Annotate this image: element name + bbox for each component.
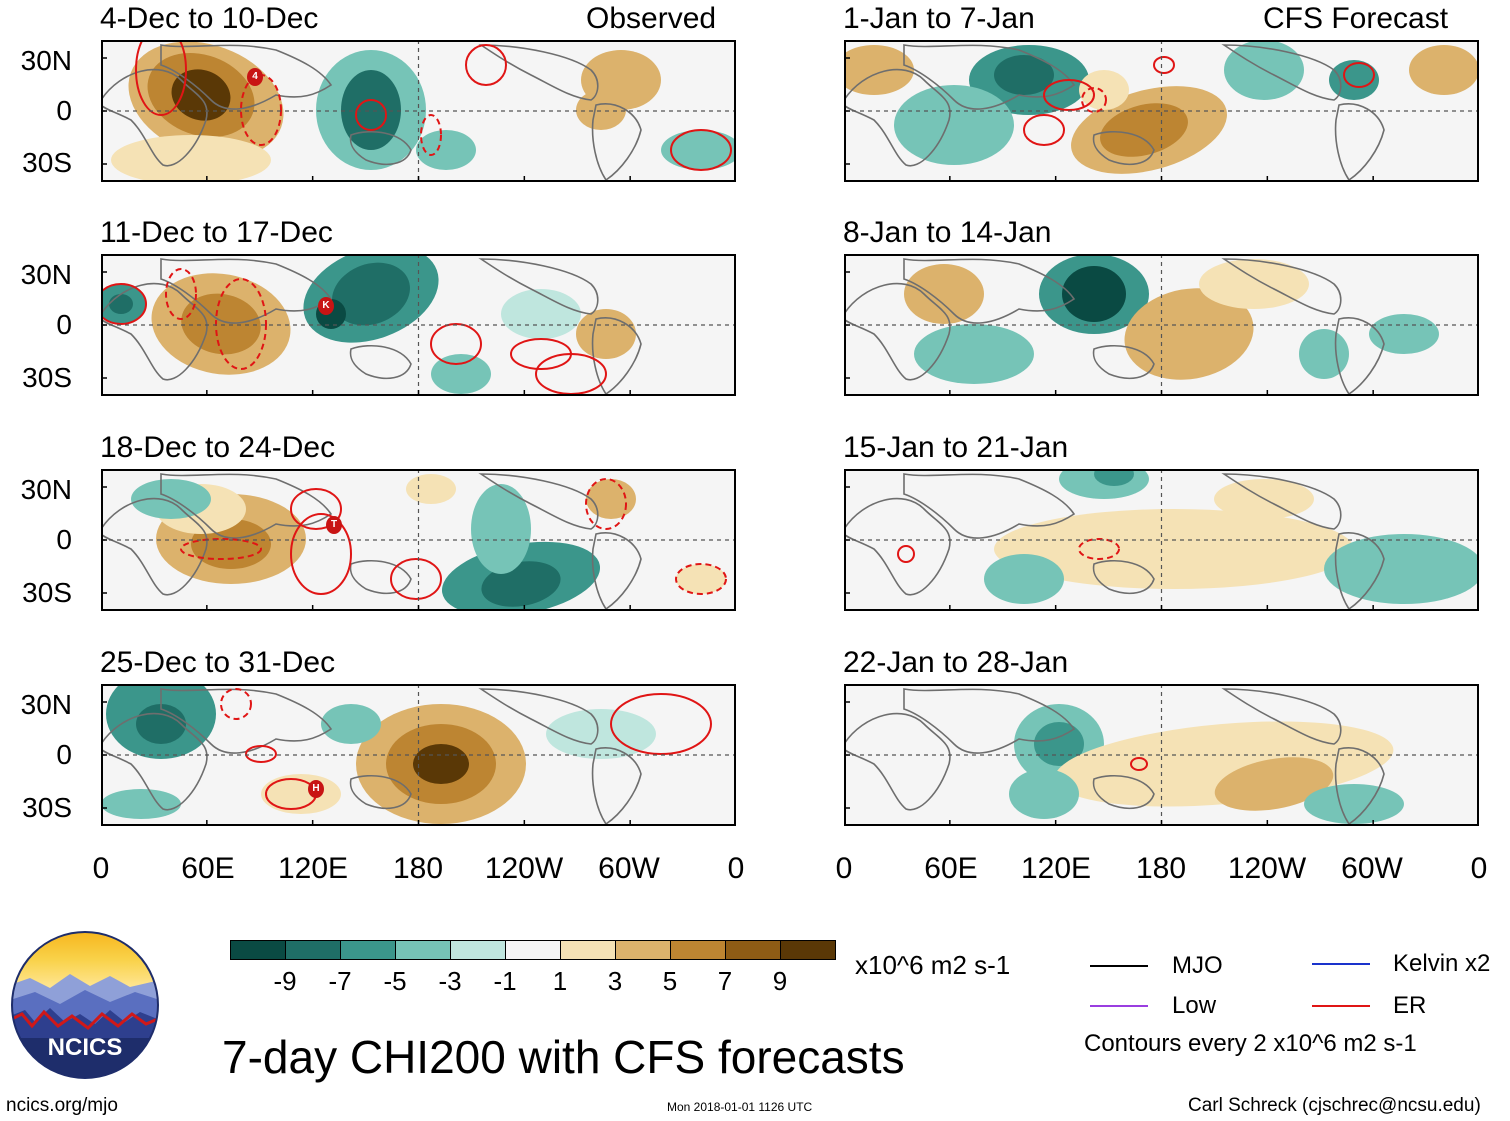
lat-label-30s: 30S (22, 147, 72, 178)
panel-title-fcst-3: 15-Jan to 21-Jan (843, 431, 1069, 464)
lon-label: 180 (392, 852, 444, 885)
lon-label: 60E (924, 852, 978, 885)
legend-contour-note: Contours every 2 x10^6 m2 s-1 (1084, 1030, 1417, 1057)
colorbar-unit: x10^6 m2 s-1 (855, 950, 1011, 980)
main-title: 7-day CHI200 with CFS forecasts (222, 1031, 905, 1083)
panel-title-obs-3: 18-Dec to 24-Dec (100, 431, 336, 464)
lat-label-30n: 30N (20, 474, 72, 505)
lon-label: 180 (1135, 852, 1187, 885)
panel-title-fcst-1: 1-Jan to 7-Jan (843, 2, 1035, 35)
colorbar-tick-label: 9 (772, 966, 788, 996)
colorbar-tick-label: 1 (552, 966, 568, 996)
footer-credit: Carl Schreck (cjschrec@ncsu.edu) (1188, 1095, 1481, 1116)
map-panel-obs-3 (101, 469, 736, 611)
colorbar-swatch (615, 940, 671, 960)
legend-low-label: Low (1172, 992, 1217, 1019)
lon-label: 0 (835, 852, 853, 885)
colorbar-swatch (450, 940, 506, 960)
legend-kelvin-line (1312, 963, 1370, 965)
lat-label-30n: 30N (20, 45, 72, 76)
panel-title-obs-1: 4-Dec to 10-Dec (100, 2, 319, 35)
lon-label: 120W (484, 852, 564, 885)
colorbar-swatch (780, 940, 836, 960)
colorbar-tick-label: -9 (273, 966, 297, 996)
lat-label-30s: 30S (22, 792, 72, 823)
lon-label: 60W (1341, 852, 1403, 885)
colorbar-tick-label: -1 (493, 966, 517, 996)
lat-label-eq: 0 (56, 524, 72, 555)
legend-mjo-label: MJO (1172, 952, 1223, 979)
storm-marker: 4 (247, 68, 263, 86)
colorbar-swatch (670, 940, 726, 960)
map-panel-fcst-1 (844, 40, 1479, 182)
colorbar-swatch (505, 940, 561, 960)
storm-marker: H (308, 780, 324, 798)
legend-er-label: ER (1393, 992, 1427, 1019)
footer-url[interactable]: ncics.org/mjo (6, 1095, 118, 1116)
map-panel-obs-1 (101, 40, 736, 182)
colorbar-tick-label: 3 (607, 966, 623, 996)
panel-title-fcst-4: 22-Jan to 28-Jan (843, 646, 1069, 679)
ncics-logo: NCICS (10, 930, 160, 1080)
legend-er-line (1312, 1005, 1370, 1007)
colorbar-swatch (285, 940, 341, 960)
storm-marker: T (326, 516, 342, 534)
colorbar-tick-label: 5 (662, 966, 678, 996)
lat-label-eq: 0 (56, 309, 72, 340)
legend-low-line (1090, 1005, 1148, 1007)
panel-title-obs-2: 11-Dec to 17-Dec (100, 216, 333, 249)
map-panel-fcst-4 (844, 684, 1479, 826)
lat-label-30n: 30N (20, 259, 72, 290)
map-panel-obs-4 (101, 684, 736, 826)
map-panel-obs-2 (101, 254, 736, 396)
lon-label: 0 (1470, 852, 1488, 885)
lon-label: 120W (1227, 852, 1307, 885)
lon-label: 0 (92, 852, 110, 885)
colorbar-swatch (560, 940, 616, 960)
map-panel-fcst-3 (844, 469, 1479, 611)
logo-text: NCICS (48, 1034, 123, 1061)
colorbar-swatch (725, 940, 781, 960)
storm-marker: K (318, 297, 334, 315)
map-panel-fcst-2 (844, 254, 1479, 396)
colorbar-swatch (395, 940, 451, 960)
lon-label: 0 (727, 852, 745, 885)
colorbar-tick-label: 7 (717, 966, 733, 996)
colorbar-swatch (230, 940, 286, 960)
panel-title-fcst-2: 8-Jan to 14-Jan (843, 216, 1052, 249)
panel-title-obs-4: 25-Dec to 31-Dec (100, 646, 336, 679)
colorbar-tick-label: -5 (383, 966, 407, 996)
lon-label: 60W (598, 852, 660, 885)
lat-label-30n: 30N (20, 689, 72, 720)
legend-kelvin-label: Kelvin x2 (1393, 950, 1491, 977)
observed-header: Observed (586, 2, 717, 35)
lat-label-30s: 30S (22, 577, 72, 608)
footer-timestamp: Mon 2018-01-01 1126 UTC (667, 1100, 813, 1114)
lat-label-30s: 30S (22, 362, 72, 393)
colorbar-tick-label: -3 (438, 966, 462, 996)
forecast-header: CFS Forecast (1263, 2, 1449, 35)
lon-label: 120E (277, 852, 349, 885)
colorbar-swatch (340, 940, 396, 960)
lon-label: 60E (181, 852, 235, 885)
lat-label-eq: 0 (56, 95, 72, 126)
lat-label-eq: 0 (56, 739, 72, 770)
legend-mjo-line (1090, 965, 1148, 967)
lon-label: 120E (1020, 852, 1092, 885)
colorbar-tick-label: -7 (328, 966, 352, 996)
